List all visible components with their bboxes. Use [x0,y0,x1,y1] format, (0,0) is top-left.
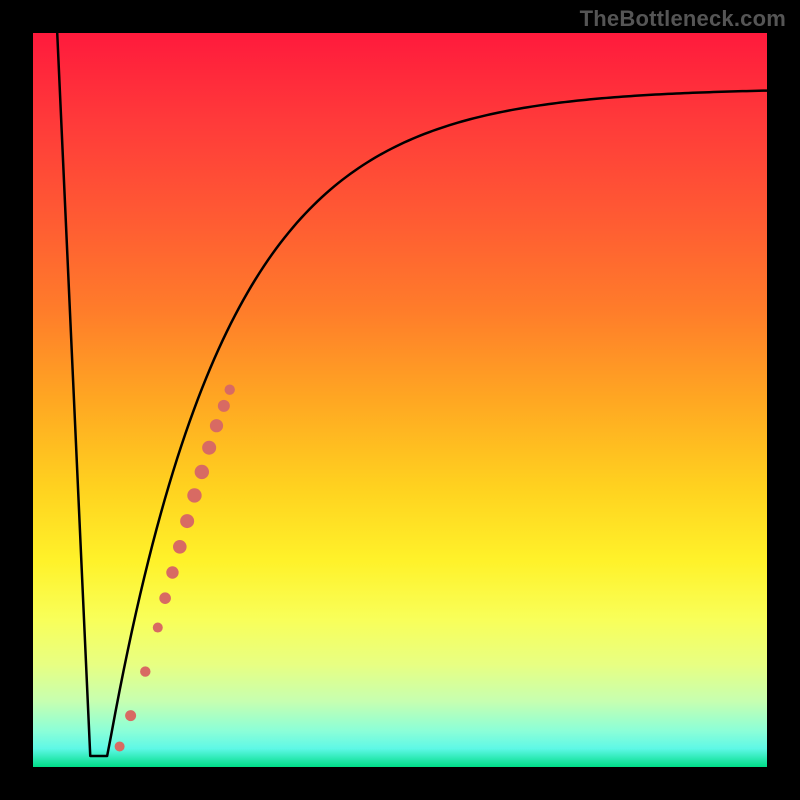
bottleneck-chart [0,0,800,800]
data-marker [180,514,194,528]
chart-container: TheBottleneck.com [0,0,800,800]
data-marker [166,566,178,578]
data-marker [173,540,187,554]
data-marker [202,441,216,455]
watermark: TheBottleneck.com [580,6,786,32]
data-marker [153,623,163,633]
data-marker [125,710,136,721]
data-marker [159,592,171,604]
data-marker [218,400,230,412]
data-marker [195,465,209,479]
data-marker [210,419,223,432]
data-marker [225,385,235,395]
data-marker [140,666,150,676]
data-marker [187,488,201,502]
data-marker [115,741,125,751]
